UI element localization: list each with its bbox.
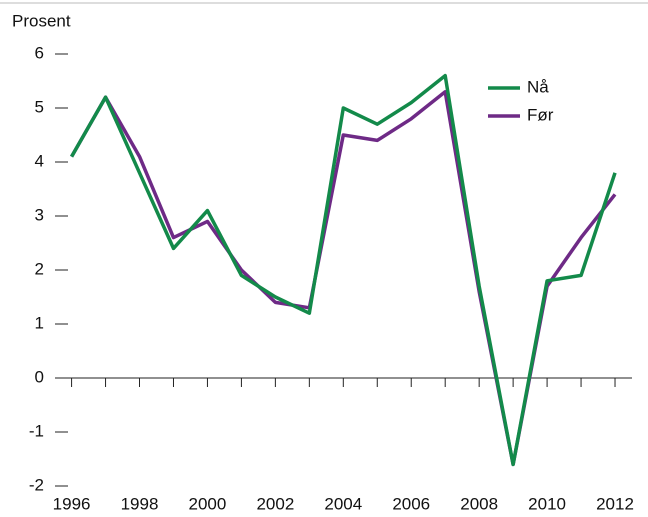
x-tick-label: 1996: [53, 494, 91, 513]
line-series: [70, 90, 617, 467]
x-tick-label: 2008: [460, 494, 498, 513]
x-tick-label: 1998: [121, 494, 159, 513]
legend-label: Før: [527, 105, 554, 124]
x-tick-label: 2000: [189, 494, 227, 513]
x-tick-label: 2002: [256, 494, 294, 513]
y-tick-label: 4: [35, 151, 44, 170]
y-tick-label: 5: [35, 97, 44, 116]
y-tick-label: 6: [35, 43, 44, 62]
x-tick-label: 2006: [392, 494, 430, 513]
line-series: [70, 73, 617, 467]
y-axis-label: Prosent: [12, 11, 71, 30]
y-tick-label: -2: [29, 475, 44, 494]
legend-label: Nå: [527, 77, 549, 96]
y-tick-label: -1: [29, 421, 44, 440]
x-tick-label: 2004: [324, 494, 362, 513]
y-tick-label: 3: [35, 205, 44, 224]
x-tick-label: 2010: [528, 494, 566, 513]
x-tick-label: 2012: [596, 494, 634, 513]
y-tick-label: 1: [35, 313, 44, 332]
y-tick-label: 2: [35, 259, 44, 278]
y-tick-label: 0: [35, 367, 44, 386]
